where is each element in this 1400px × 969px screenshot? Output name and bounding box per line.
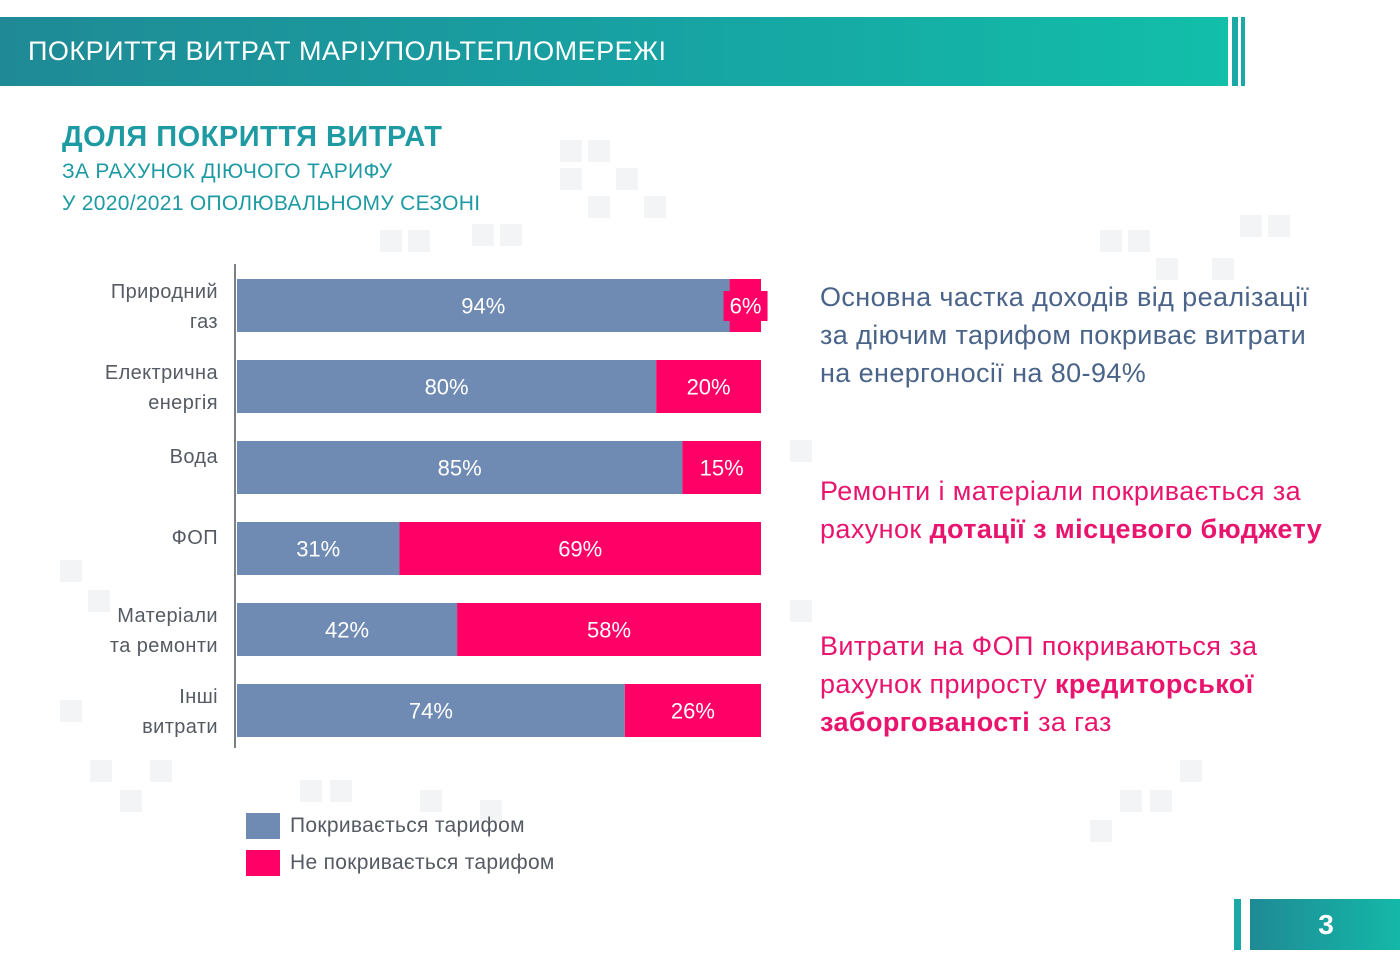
category-label-line: ФОП [171, 527, 218, 549]
category-label-line: Матеріали [117, 605, 218, 627]
bar-not-covered-2 [682, 441, 761, 494]
category-label-line: енергія [148, 392, 218, 414]
bar-covered-5 [237, 684, 625, 737]
info-highlight: кредиторської заборгованості [820, 669, 1254, 737]
bar-not-covered-1 [656, 360, 761, 413]
chart-subtitle-line2: У 2020/2021 ОПОЛЮВАЛЬНОМУ СЕЗОНІ [62, 192, 481, 215]
category-label-5: Інші витрати [18, 682, 218, 742]
data-label-tag-0 [723, 291, 768, 321]
data-label-covered-4: 42% [325, 618, 369, 643]
info-text: за газ [1030, 707, 1112, 737]
legend-label-covered: Покривається тарифом [290, 814, 525, 837]
category-label-1: Електрична енергія [18, 358, 218, 418]
bar-not-covered-4 [457, 603, 761, 656]
category-label-line: Електрична [104, 362, 218, 384]
category-label-line: Вода [169, 446, 218, 468]
legend-swatch-covered [246, 813, 280, 839]
data-label-covered-5: 74% [409, 699, 453, 724]
bar-not-covered-5 [624, 684, 761, 737]
info-paragraph-repairs: Ремонти і матеріали покривається за раху… [820, 472, 1360, 548]
chart-subtitle-line1: ЗА РАХУНОК ДІЮЧОГО ТАРИФУ [62, 160, 393, 183]
data-label-not-covered-1: 20% [687, 375, 731, 400]
info-text: Ремонти і матеріали покривається за раху… [820, 476, 1302, 544]
bar-covered-0 [237, 279, 730, 332]
data-label-not-covered-0: 6% [730, 294, 762, 319]
category-label-line: витрати [142, 716, 218, 738]
header-stripe [1232, 17, 1238, 86]
legend-label-not-covered: Не покривається тарифом [290, 851, 555, 874]
info-text: Витрати на ФОП покриваються за рахунок п… [820, 631, 1258, 699]
page-number-box [1250, 899, 1400, 950]
data-label-not-covered-5: 26% [671, 699, 715, 724]
page-number-stripe [1234, 899, 1241, 950]
category-label-line: Інші [179, 686, 218, 708]
category-label-2: Вода [18, 442, 218, 472]
header-band [0, 17, 1228, 86]
info-paragraph-fop: Витрати на ФОП покриваються за рахунок п… [820, 627, 1360, 741]
info-paragraph-energy: Основна частка доходів від реалізації за… [820, 282, 1310, 388]
category-label-line: Природний [110, 281, 218, 303]
bar-covered-3 [237, 522, 400, 575]
data-label-covered-0: 94% [461, 294, 505, 319]
data-label-not-covered-4: 58% [587, 618, 631, 643]
category-label-line: та ремонти [109, 635, 218, 657]
category-label-3: ФОП [18, 523, 218, 553]
chart-title: ДОЛЯ ПОКРИТТЯ ВИТРАТ [62, 121, 443, 153]
legend-swatch-not-covered [246, 850, 280, 876]
data-label-not-covered-2: 15% [700, 456, 744, 481]
info-highlight: дотації з місцевого бюджету [929, 514, 1323, 544]
page-title: ПОКРИТТЯ ВИТРАТ МАРІУПОЛЬТЕПЛОМЕРЕЖІ [28, 36, 667, 66]
page-number: 3 [1318, 909, 1334, 940]
data-label-covered-3: 31% [296, 537, 340, 562]
category-label-4: Матеріали та ремонти [18, 601, 218, 661]
category-label-line: газ [189, 311, 218, 333]
category-label-0: Природний газ [18, 277, 218, 337]
data-label-covered-2: 85% [438, 456, 482, 481]
header-stripe [1241, 17, 1245, 86]
data-label-covered-1: 80% [425, 375, 469, 400]
data-label-not-covered-3: 69% [558, 537, 602, 562]
bar-covered-2 [237, 441, 683, 494]
bar-covered-1 [237, 360, 657, 413]
bar-not-covered-3 [399, 522, 761, 575]
bar-covered-4 [237, 603, 458, 656]
